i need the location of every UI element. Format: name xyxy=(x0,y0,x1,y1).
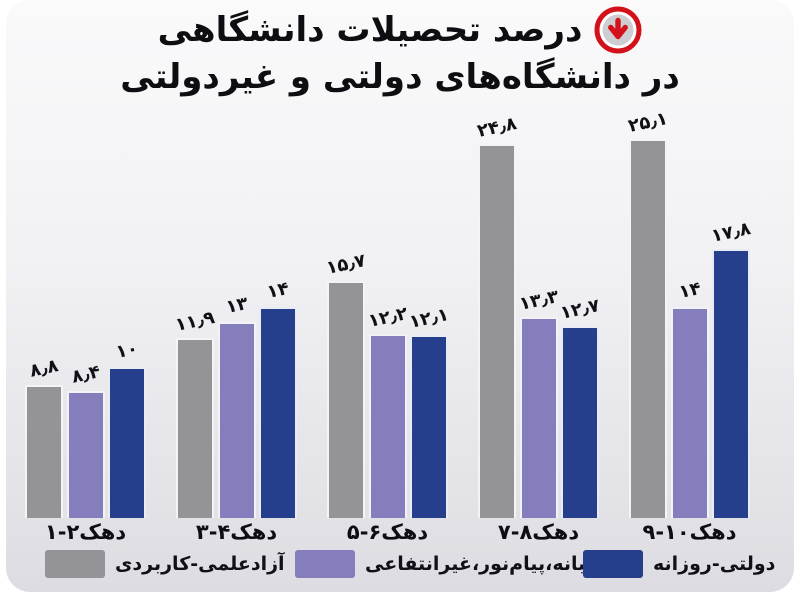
category-label-group3: دهک۶-۵ xyxy=(346,520,429,544)
category-label-group1: دهک۲-۱ xyxy=(44,520,127,544)
bar-dolati-roozane-group1 xyxy=(108,367,146,518)
bar-shabane-payamnoor-gheyrentefai-group3 xyxy=(369,334,407,518)
category-label-group5: دهک۱۰-۹ xyxy=(642,520,737,544)
bar-azad-elmi-karbordi-group2 xyxy=(176,338,214,518)
legend-label-azad-elmi-karbordi: آزادعلمی-کاربردی xyxy=(115,553,285,575)
title-line-1: درصد تحصیلات دانشگاهی xyxy=(157,10,583,50)
legend-label-shabane-payamnoor-gheyrentefai: شبانه،پیام‌نور،غیرانتفاعی xyxy=(365,553,605,575)
legend-swatch-shabane-payamnoor-gheyrentefai xyxy=(295,550,355,578)
bar-azad-elmi-karbordi-group1 xyxy=(25,385,63,518)
bar-azad-elmi-karbordi-group4 xyxy=(478,144,516,518)
bar-dolati-roozane-group3 xyxy=(410,335,448,518)
category-label-group4: دهک۸-۷ xyxy=(497,520,580,544)
legend-item-azad-elmi-karbordi: آزادعلمی-کاربردی xyxy=(45,550,285,578)
legend-item-dolati-roozane: دولتی-روزانه xyxy=(583,550,775,578)
bar-shabane-payamnoor-gheyrentefai-group1 xyxy=(67,391,105,518)
legend-swatch-dolati-roozane xyxy=(583,550,643,578)
bar-shabane-payamnoor-gheyrentefai-group2 xyxy=(218,322,256,518)
bar-value-label-dolati-roozane-group5: ۱۷٫۸ xyxy=(709,218,753,247)
bar-value-label-azad-elmi-karbordi-group5: ۲۵٫۱ xyxy=(626,108,670,137)
bar-shabane-payamnoor-gheyrentefai-group4 xyxy=(520,317,558,518)
bar-value-label-azad-elmi-karbordi-group3: ۱۵٫۷ xyxy=(324,250,368,279)
bar-shabane-payamnoor-gheyrentefai-group5 xyxy=(671,307,709,518)
title-line-1-row: درصد تحصیلات دانشگاهی xyxy=(6,6,794,54)
chart-legend: آزادعلمی-کاربردی شبانه،پیام‌نور،غیرانتفاع… xyxy=(6,550,794,588)
bar-dolati-roozane-group4 xyxy=(561,326,599,518)
bar-dolati-roozane-group5 xyxy=(712,249,750,518)
chart-title-block: درصد تحصیلات دانشگاهی در دانشگاه‌های دول… xyxy=(6,6,794,100)
bar-value-label-dolati-roozane-group1: ۱۰ xyxy=(114,337,140,364)
infographic-panel: درصد تحصیلات دانشگاهی در دانشگاه‌های دول… xyxy=(6,0,794,592)
down-arrow-circle-icon xyxy=(594,6,642,54)
bar-dolati-roozane-group2 xyxy=(259,307,297,518)
bar-value-label-dolati-roozane-group2: ۱۴ xyxy=(265,277,291,304)
legend-label-dolati-roozane: دولتی-روزانه xyxy=(653,553,776,575)
legend-swatch-azad-elmi-karbordi xyxy=(45,550,105,578)
category-label-group2: دهک۴-۳ xyxy=(195,520,278,544)
title-line-2: در دانشگاه‌های دولتی و غیردولتی xyxy=(120,57,680,97)
bar-azad-elmi-karbordi-group5 xyxy=(629,139,667,518)
grouped-bar-chart: ۸٫۸ ۸٫۴ ۱۰ دهک۲-۱ ۱۱٫۹ ۱۳ ۱۴ دهک۴-۳ ۱۵٫۷ ۱۲٫۲ ۱۲٫۱… xyxy=(25,103,777,544)
bar-value-label-azad-elmi-karbordi-group4: ۲۴٫۸ xyxy=(475,113,519,142)
bar-azad-elmi-karbordi-group3 xyxy=(327,281,365,518)
legend-item-shabane-payamnoor-gheyrentefai: شبانه،پیام‌نور،غیرانتفاعی xyxy=(295,550,605,578)
